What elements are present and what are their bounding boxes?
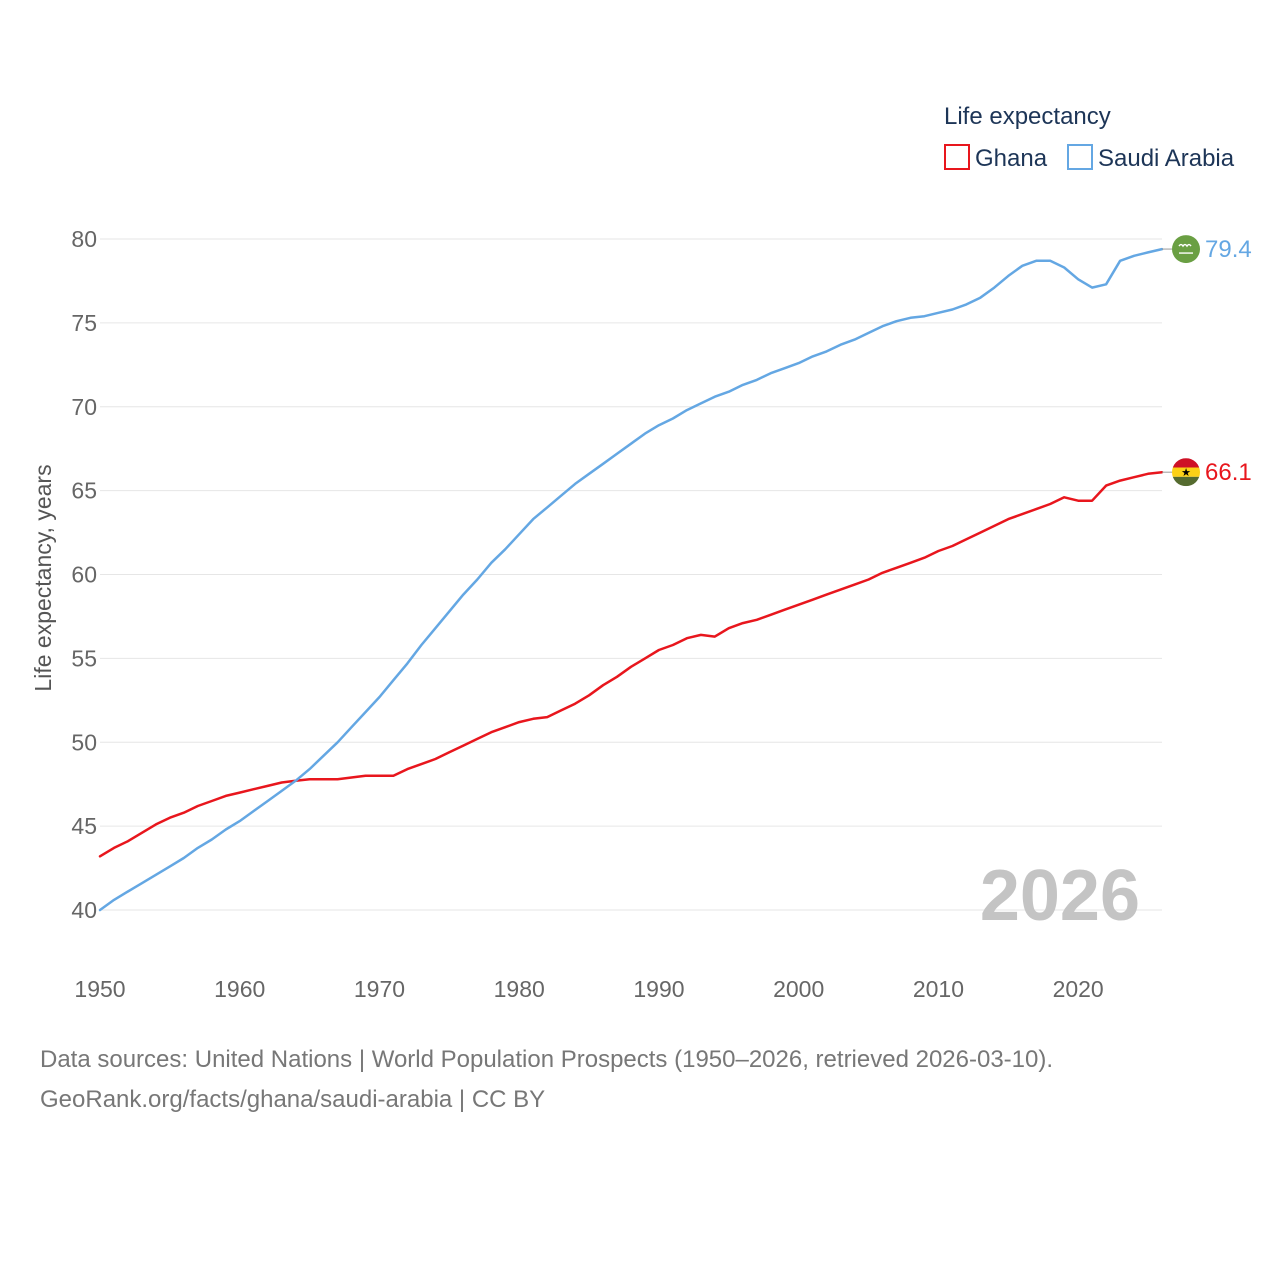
legend-title: Life expectancy [944, 103, 1111, 130]
y-axis-title: Life expectancy, years [30, 464, 56, 691]
end-label-saudi-arabia: 79.4 [1205, 236, 1252, 263]
x-tick-label-2010: 2010 [913, 976, 964, 1002]
legend-item-ghana[interactable]: Ghana [944, 144, 1048, 172]
y-tick-label-75: 75 [71, 310, 97, 336]
x-tick-label-2020: 2020 [1053, 976, 1104, 1002]
x-tick-label-1950: 1950 [74, 976, 125, 1002]
legend-swatch-saudi-arabia [1067, 144, 1093, 170]
svg-text:★: ★ [1181, 466, 1191, 479]
y-axis-ticks: 40 45 50 55 60 65 70 75 80 [71, 226, 97, 923]
x-tick-label-1960: 1960 [214, 976, 265, 1002]
x-tick-label-2000: 2000 [773, 976, 824, 1002]
y-tick-label-50: 50 [71, 729, 97, 755]
ghana-flag-icon: ★ [1172, 458, 1200, 487]
x-tick-label-1990: 1990 [633, 976, 684, 1002]
legend-label-ghana: Ghana [975, 145, 1048, 172]
saudi-arabia-flag-icon [1172, 235, 1200, 264]
y-tick-label-65: 65 [71, 478, 97, 504]
footer-credit-link[interactable]: GeoRank.org/facts/ghana/saudi-arabia | C… [40, 1086, 546, 1113]
x-tick-label-1970: 1970 [354, 976, 405, 1002]
y-tick-label-60: 60 [71, 562, 97, 588]
y-tick-label-70: 70 [71, 394, 97, 420]
footer-data-sources: Data sources: United Nations | World Pop… [40, 1046, 1054, 1073]
series-lines [98, 247, 1164, 912]
y-tick-label-40: 40 [71, 897, 97, 923]
x-axis-ticks: 1950 1960 1970 1980 1990 2000 2010 2020 [74, 976, 1103, 1002]
legend-item-saudi-arabia[interactable]: Saudi Arabia [1067, 144, 1235, 172]
legend: Life expectancy Ghana Saudi Arabia [944, 103, 1235, 172]
legend-label-saudi-arabia: Saudi Arabia [1098, 145, 1235, 172]
y-tick-label-55: 55 [71, 645, 97, 671]
series-end-markers: ★ 66.1 79.4 [1162, 235, 1252, 487]
end-label-ghana: 66.1 [1205, 459, 1252, 486]
grid-lines [100, 238, 1162, 911]
x-tick-label-1980: 1980 [494, 976, 545, 1002]
series-line-saudi-arabia[interactable] [98, 247, 1164, 912]
year-watermark: 2026 [980, 856, 1140, 936]
legend-swatch-ghana [944, 144, 970, 170]
y-tick-label-80: 80 [71, 226, 97, 252]
series-line-ghana[interactable] [98, 470, 1164, 858]
y-tick-label-45: 45 [71, 813, 97, 839]
